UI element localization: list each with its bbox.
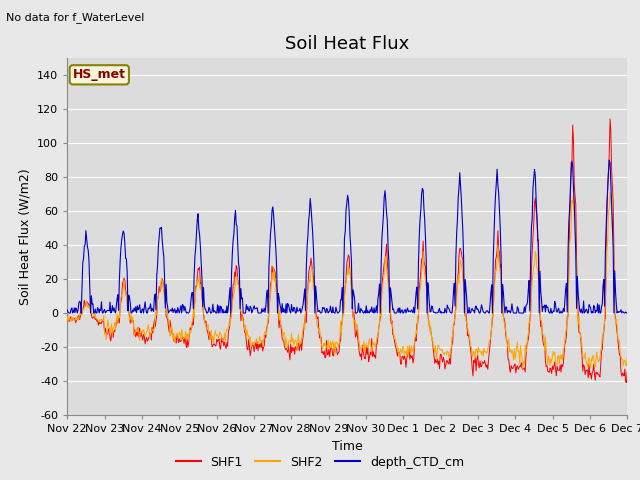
Legend: SHF1, SHF2, depth_CTD_cm: SHF1, SHF2, depth_CTD_cm [171,451,469,474]
Text: No data for f_WaterLevel: No data for f_WaterLevel [6,12,145,23]
Y-axis label: Soil Heat Flux (W/m2): Soil Heat Flux (W/m2) [19,168,31,305]
Text: HS_met: HS_met [73,68,126,81]
Title: Soil Heat Flux: Soil Heat Flux [285,35,410,53]
X-axis label: Time: Time [332,440,363,453]
